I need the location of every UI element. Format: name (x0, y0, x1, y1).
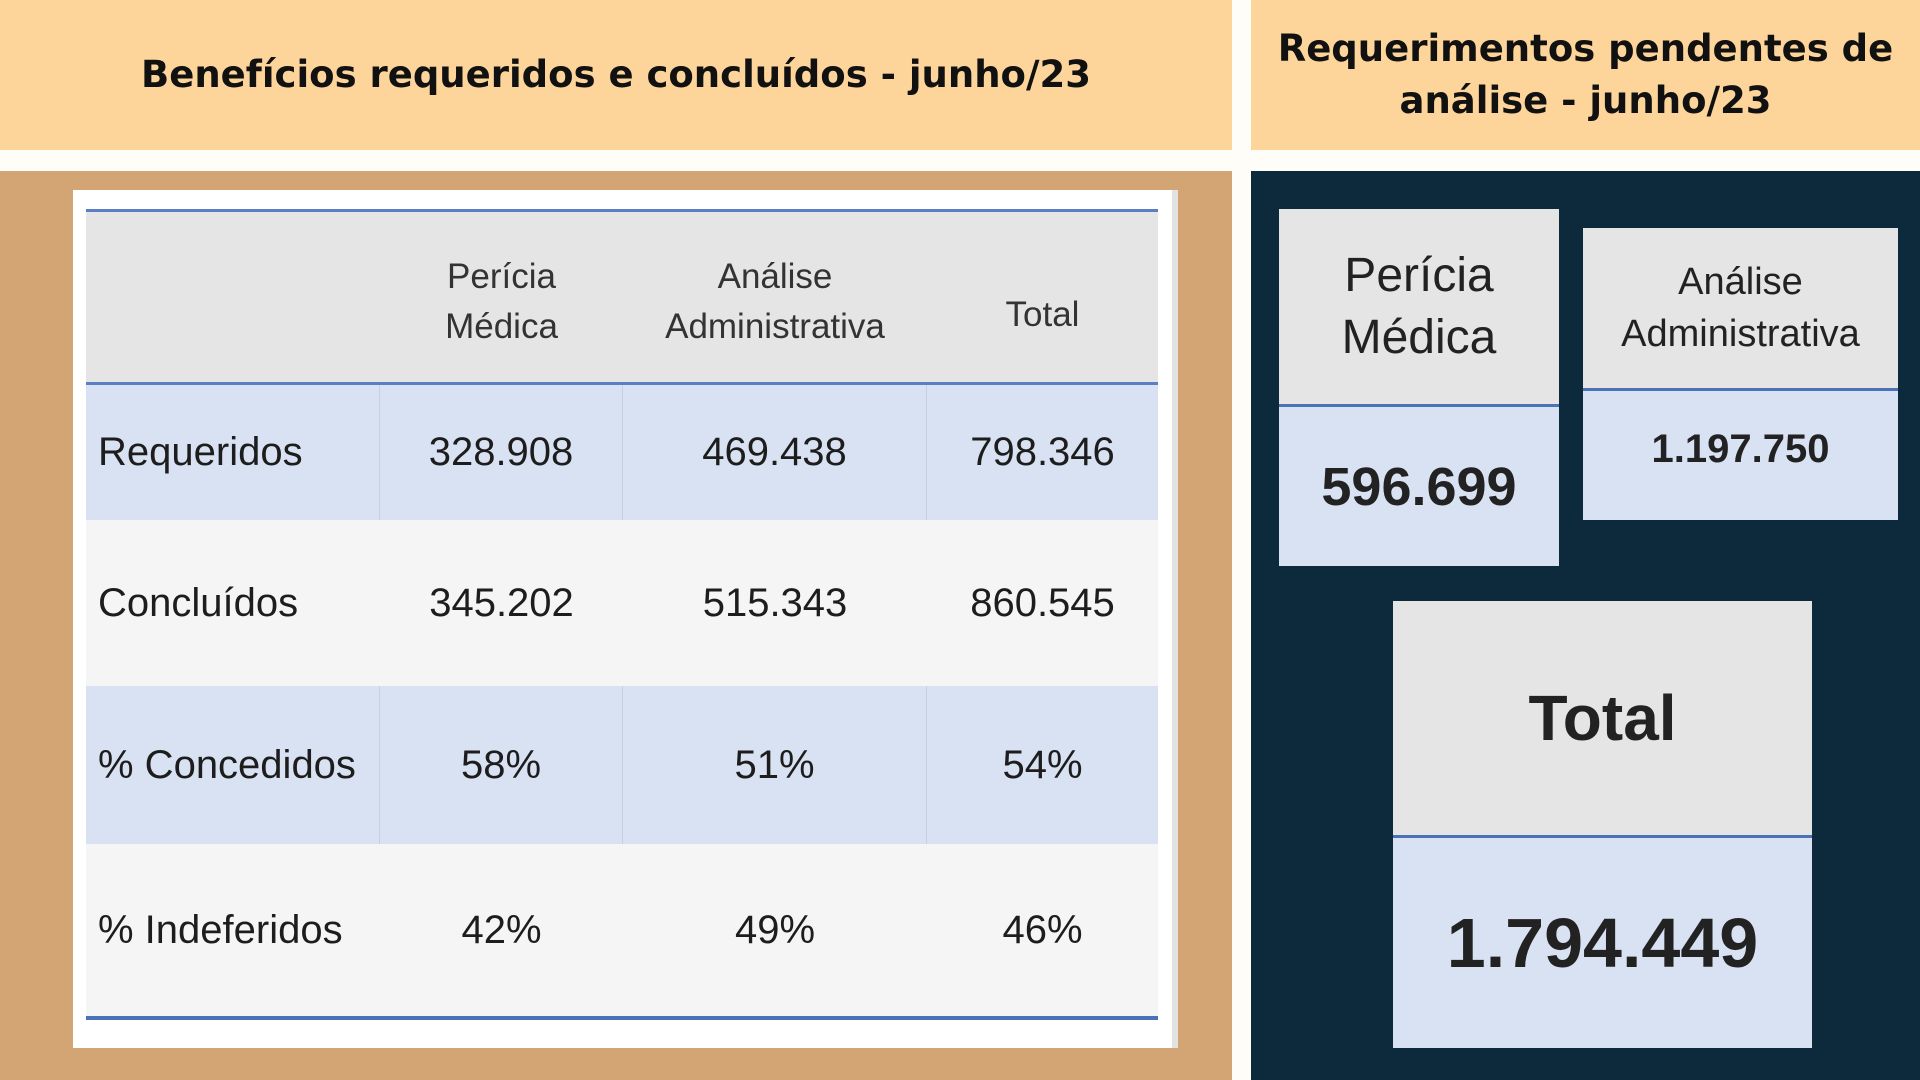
table-row: % Concedidos 58% 51% 54% (86, 686, 1158, 844)
cell-value: 42% (461, 907, 542, 952)
header-total: Total (1005, 295, 1080, 334)
cell-value: 51% (623, 686, 927, 844)
left-panel-title: Benefícios requeridos e concluídos - jun… (0, 0, 1232, 150)
row-label: % Concedidos (86, 686, 380, 844)
cell-value: 328.908 (380, 385, 623, 520)
row-label: Requeridos (86, 385, 380, 520)
cell-value: 469.438 (623, 385, 927, 520)
analise-card: Análise Administrativa 1.197.750 (1583, 228, 1898, 520)
total-label: Total (1393, 601, 1812, 838)
benefits-table: Perícia Médica Análise Administrativa To… (86, 209, 1158, 1020)
cell-value: 860.545 (970, 580, 1115, 625)
left-title-text: Benefícios requeridos e concluídos - jun… (141, 53, 1091, 96)
row-label: % Indeferidos (98, 907, 343, 952)
cell-value: 49% (734, 907, 816, 952)
right-panel-title: Requerimentos pendentes de análise - jun… (1251, 0, 1920, 150)
cell-value: 58% (380, 686, 623, 844)
cell-value: 46% (1002, 907, 1083, 952)
pericia-value: 596.699 (1279, 407, 1559, 566)
analise-label: Análise Administrativa (1583, 228, 1898, 391)
total-value: 1.794.449 (1393, 838, 1812, 1048)
table-row: Requeridos 328.908 469.438 798.346 (86, 385, 1158, 520)
cell-value: 515.343 (702, 580, 848, 625)
cell-value: 345.202 (429, 580, 574, 625)
analise-value: 1.197.750 (1583, 391, 1898, 520)
right-title-text: Requerimentos pendentes de análise - jun… (1277, 27, 1894, 122)
total-card: Total 1.794.449 (1393, 601, 1812, 1048)
table-header: Perícia Médica Análise Administrativa To… (86, 212, 1158, 385)
header-pericia: Perícia Médica (445, 257, 558, 346)
pericia-label: Perícia Médica (1279, 209, 1559, 407)
table-row: Concluídos 345.202 515.343 860.545 (86, 520, 1158, 686)
cell-value: 54% (1002, 742, 1083, 787)
pericia-card: Perícia Médica 596.699 (1279, 209, 1559, 566)
table-row: % Indeferidos 42% 49% 46% (86, 844, 1158, 1016)
header-cell (86, 212, 380, 382)
row-label: Concluídos (98, 580, 299, 625)
cell-value: 798.346 (970, 430, 1115, 474)
header-analise: Análise Administrativa (665, 257, 885, 346)
